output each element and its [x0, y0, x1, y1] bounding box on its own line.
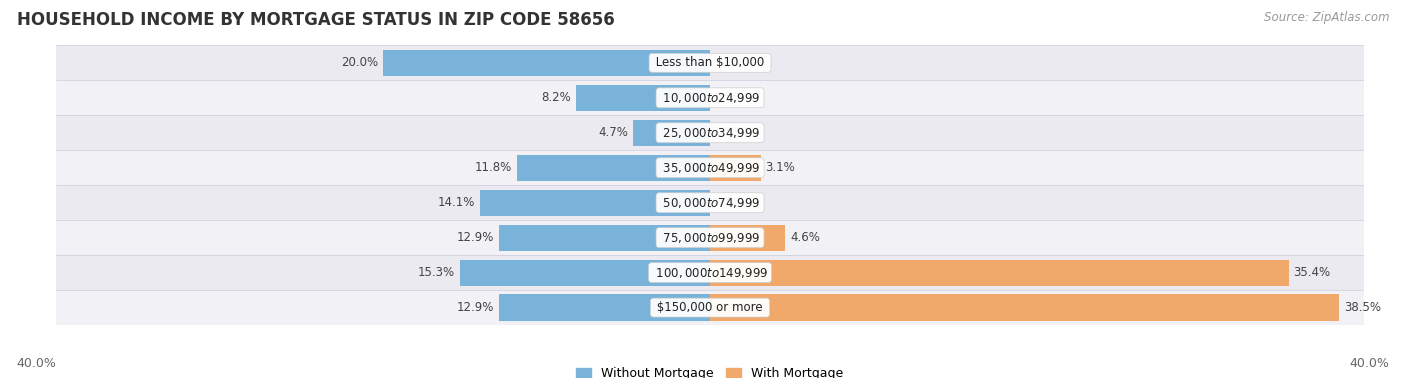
Text: $10,000 to $24,999: $10,000 to $24,999 [659, 91, 761, 105]
Bar [499, 225, 710, 251]
Text: 0.0%: 0.0% [714, 126, 745, 139]
Text: 20.0%: 20.0% [342, 56, 378, 69]
Bar [56, 185, 1364, 220]
Bar [56, 150, 1364, 185]
Bar [633, 120, 710, 146]
Bar [710, 225, 785, 251]
Text: 3.1%: 3.1% [766, 161, 796, 174]
Bar [576, 85, 710, 111]
Bar [382, 50, 710, 76]
Bar [56, 81, 1364, 115]
Text: 12.9%: 12.9% [457, 231, 495, 244]
Text: 40.0%: 40.0% [17, 358, 56, 370]
Bar [460, 260, 710, 286]
Text: 4.6%: 4.6% [790, 231, 820, 244]
Text: 0.0%: 0.0% [714, 91, 745, 104]
Text: 38.5%: 38.5% [1344, 301, 1381, 314]
Text: 14.1%: 14.1% [437, 196, 475, 209]
Text: 15.3%: 15.3% [418, 266, 456, 279]
Text: 35.4%: 35.4% [1294, 266, 1330, 279]
Bar [499, 294, 710, 321]
Bar [710, 294, 1340, 321]
Text: 12.9%: 12.9% [457, 301, 495, 314]
Text: Less than $10,000: Less than $10,000 [652, 56, 768, 69]
Bar [56, 115, 1364, 150]
Text: 40.0%: 40.0% [1350, 358, 1389, 370]
Bar [710, 155, 761, 181]
Text: $25,000 to $34,999: $25,000 to $34,999 [659, 126, 761, 140]
Bar [56, 45, 1364, 81]
Bar [56, 220, 1364, 255]
Bar [517, 155, 710, 181]
Text: $50,000 to $74,999: $50,000 to $74,999 [659, 196, 761, 210]
Bar [710, 260, 1289, 286]
Bar [479, 190, 710, 216]
Text: HOUSEHOLD INCOME BY MORTGAGE STATUS IN ZIP CODE 58656: HOUSEHOLD INCOME BY MORTGAGE STATUS IN Z… [17, 11, 614, 29]
Bar [56, 255, 1364, 290]
Text: $150,000 or more: $150,000 or more [654, 301, 766, 314]
Text: 0.0%: 0.0% [714, 56, 745, 69]
Legend: Without Mortgage, With Mortgage: Without Mortgage, With Mortgage [576, 367, 844, 378]
Text: 0.0%: 0.0% [714, 196, 745, 209]
Bar [56, 290, 1364, 325]
Text: Source: ZipAtlas.com: Source: ZipAtlas.com [1264, 11, 1389, 24]
Text: $35,000 to $49,999: $35,000 to $49,999 [659, 161, 761, 175]
Text: 8.2%: 8.2% [541, 91, 571, 104]
Text: $100,000 to $149,999: $100,000 to $149,999 [651, 266, 769, 280]
Text: 4.7%: 4.7% [599, 126, 628, 139]
Text: $75,000 to $99,999: $75,000 to $99,999 [659, 231, 761, 245]
Text: 11.8%: 11.8% [475, 161, 512, 174]
